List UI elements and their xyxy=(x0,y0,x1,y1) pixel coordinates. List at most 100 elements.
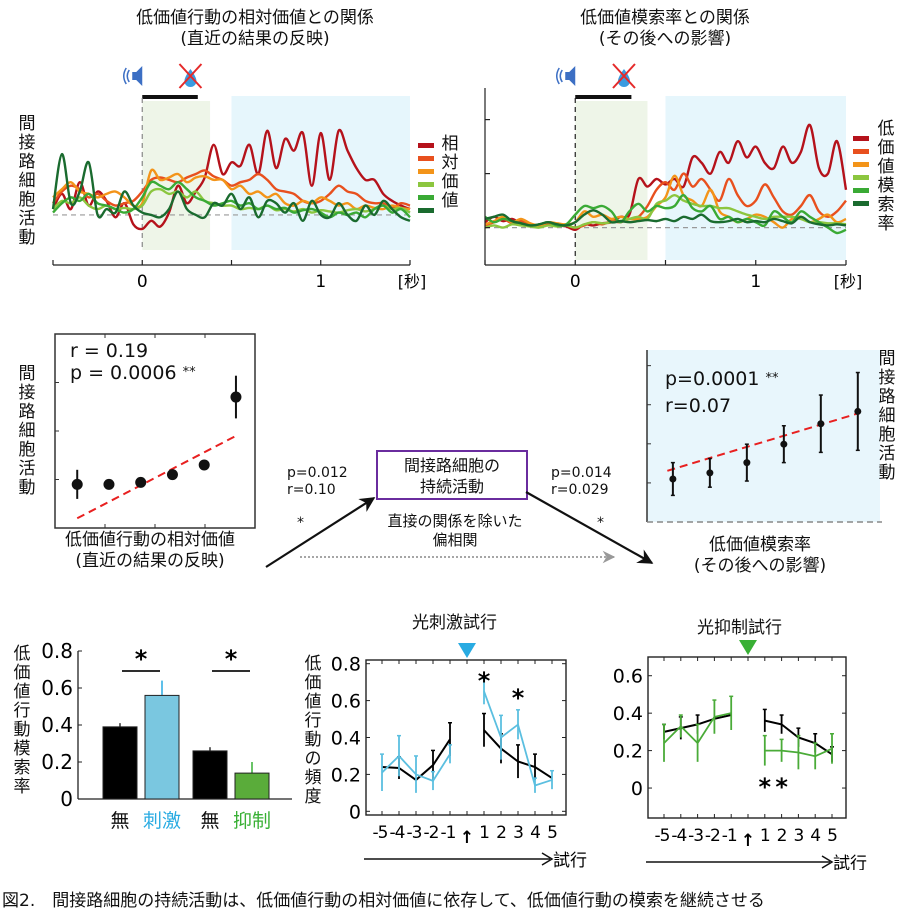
y-tick-label-2: 0.4 xyxy=(613,703,643,725)
mid-right-p: p=0.0001 ** xyxy=(665,368,779,390)
x-tick-label-7: 2 xyxy=(496,823,506,843)
x-tick-label-10: 5 xyxy=(547,823,557,843)
right-path-p: p=0.014 xyxy=(551,465,612,481)
sig-star-2: * xyxy=(775,773,788,801)
stim-title: 光刺激試行 xyxy=(412,613,497,633)
stim-ylabel: 低価値行動の頻度 xyxy=(304,654,322,807)
regression-line xyxy=(667,412,859,472)
x-tick-label-8: 3 xyxy=(793,826,803,846)
stim-chart: 0 0.2 0.4 0.6 0.8 -5 -4 -3 -2 -1 ↑ 1 2 3 4 5 試行 * * xyxy=(331,643,587,870)
mid-right-sig: ** xyxy=(765,371,779,386)
mid-left-p: p = 0.0006 ** xyxy=(70,362,196,384)
partial-corr-label: 直接の関係を除いた 偏相関 xyxy=(360,512,550,550)
data-point-1 xyxy=(71,478,83,490)
top-right-legend-label: 低価値模索率 xyxy=(877,119,895,234)
sig-star-1: * xyxy=(759,773,772,801)
x-tick-label-1: -4 xyxy=(671,826,686,846)
plot-frame xyxy=(647,656,847,819)
data-point-4 xyxy=(166,469,178,481)
sig-star-1: * xyxy=(478,667,491,695)
category-label-2: 刺激 xyxy=(143,810,181,832)
partial-corr-line2: 偏相関 xyxy=(432,531,478,549)
sig-star-2: * xyxy=(225,645,238,673)
x-tick-label-6: 1 xyxy=(760,826,770,846)
x-tick-label-0: -5 xyxy=(655,826,670,846)
right-path-stats: p=0.014 r=0.029 xyxy=(551,465,612,499)
x-tick-label-3: -2 xyxy=(705,826,720,846)
bar-3 xyxy=(192,750,228,800)
series-line-1 xyxy=(51,128,411,231)
figure-caption: 図2. 間接路細胞の持続活動は、低価値行動の相対価値に依存して、低価値行動の模索… xyxy=(2,891,765,911)
top-left-ylabel: 間接路細胞活動 xyxy=(18,114,36,248)
mid-left-scatter xyxy=(54,333,256,529)
y-tick-label-4: 0.8 xyxy=(41,639,73,663)
top-left-title-line1: 低価値行動の相対価値との関係 xyxy=(136,8,374,28)
x-tick-label-0: 0 xyxy=(137,272,148,292)
x-axis-unit: [秒] xyxy=(398,272,427,291)
x-tick-label-1: 1 xyxy=(750,272,761,292)
legend-swatch-6 xyxy=(853,201,869,206)
trial-marker-triangle xyxy=(458,643,476,658)
mid-right-scatter xyxy=(646,350,882,523)
y-tick-label-1: 0.2 xyxy=(331,764,361,786)
inh-title: 光抑制試行 xyxy=(697,618,782,638)
left-path-stats: p=0.012 r=0.10 xyxy=(287,465,348,499)
trial-axis-label: 試行 xyxy=(833,854,867,870)
y-tick-label-3: 0.6 xyxy=(41,676,73,700)
x-tick-label-9: 4 xyxy=(530,823,540,843)
top-left-title: 低価値行動の相対価値との関係 (直近の結果の反映) xyxy=(60,8,450,50)
top-right-title-line2: (その後への影響) xyxy=(598,29,732,49)
mid-right-ylabel: 間接路細胞活動 xyxy=(878,349,896,483)
series-line-4 xyxy=(484,194,847,229)
mid-left-xlabel: 低価値行動の相対価値 (直近の結果の反映) xyxy=(40,530,260,572)
series-line-3 xyxy=(52,168,411,211)
data-point-6 xyxy=(854,407,862,415)
y-tick-label-0: 0 xyxy=(60,787,73,811)
trial-marker-triangle xyxy=(739,640,757,655)
sig-star-1: * xyxy=(135,645,148,673)
top-left-legend-label: 相対価値 xyxy=(441,134,459,211)
outcome-window-shade xyxy=(665,96,846,260)
legend-swatch-5 xyxy=(853,188,869,193)
left-path-p: p=0.012 xyxy=(287,465,348,481)
x-tick-label-2: -3 xyxy=(688,826,703,846)
x-tick-label-1: 1 xyxy=(315,272,326,292)
legend-swatch-1 xyxy=(853,136,869,141)
mid-left-xlabel-line1: 低価値行動の相対価値 xyxy=(65,530,235,550)
mid-left-sig: ** xyxy=(182,365,196,380)
series-line-6 xyxy=(51,152,411,223)
plot-background xyxy=(647,350,880,522)
data-point-5 xyxy=(817,420,825,428)
mid-left-ylabel: 間接路細胞活動 xyxy=(18,364,36,498)
data-point-2 xyxy=(103,478,115,490)
x-tick-label-1: -4 xyxy=(390,823,405,843)
data-point-1 xyxy=(669,475,677,483)
legend-swatch-3 xyxy=(853,162,869,167)
mid-right-xlabel-line1: 低価値模索率 xyxy=(709,535,811,555)
left-path-r: r=0.10 xyxy=(287,482,336,498)
data-point-6 xyxy=(230,391,242,403)
y-tick-label-4: 0.8 xyxy=(331,654,361,676)
data-point-5 xyxy=(198,459,210,471)
x-tick-label-arrow: ↑ xyxy=(460,828,474,848)
x-tick-label-7: 2 xyxy=(777,826,787,846)
x-tick-label-6: 1 xyxy=(479,823,489,843)
water-drop-crossed-icon xyxy=(612,63,636,89)
x-axis-unit: [秒] xyxy=(834,272,863,291)
mid-left-p-value: p = 0.0006 xyxy=(70,362,177,384)
regression-line xyxy=(76,434,237,520)
partial-corr-line1: 直接の関係を除いた xyxy=(387,512,523,530)
x-tick-label-10: 5 xyxy=(827,826,837,846)
data-point-4 xyxy=(780,440,788,448)
left-path-sig: * xyxy=(297,515,304,531)
series-line-6 xyxy=(484,209,847,227)
bar-4 xyxy=(234,772,270,800)
bar-1 xyxy=(102,726,138,800)
x-tick-label-9: 4 xyxy=(810,826,820,846)
legend-swatch-3 xyxy=(418,169,434,174)
category-label-1: 無 xyxy=(110,810,129,832)
x-tick-label-4: -1 xyxy=(441,823,456,843)
mid-right-xlabel-line2: (その後への影響) xyxy=(693,556,827,576)
legend-swatch-1 xyxy=(418,143,434,148)
category-label-4: 抑制 xyxy=(233,810,271,832)
